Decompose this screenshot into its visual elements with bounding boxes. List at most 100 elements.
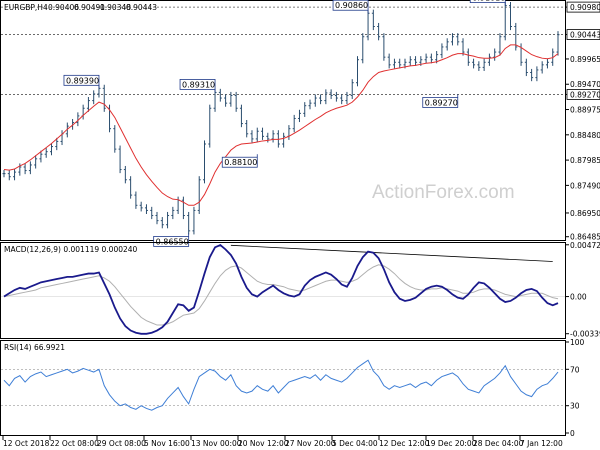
- rsi-axis-tick-label: 100: [570, 338, 585, 347]
- macd-line: [3, 244, 559, 335]
- swing-annotation-label: 0.89270: [425, 98, 458, 107]
- price-bar: [308, 99, 312, 110]
- price-bar: [392, 58, 396, 69]
- moving-average: [3, 44, 559, 206]
- swing-annotation-box: [179, 79, 216, 90]
- price-bar: [482, 58, 486, 71]
- price-bar: [387, 53, 391, 69]
- watermark: ActionForex.com: [372, 182, 515, 203]
- price-axis-tick-label: 0.88975: [570, 106, 600, 115]
- swing-annotation-label: 0.89390: [66, 76, 99, 85]
- swing-annotation: 0.86550: [153, 233, 190, 247]
- rsi-axis-tick-label: 0: [570, 429, 575, 438]
- price-bar: [229, 91, 233, 107]
- swing-annotation-label: 0.90860: [335, 1, 368, 10]
- price-bar: [255, 127, 259, 143]
- price-bar: [181, 196, 185, 220]
- swing-annotation-box: [63, 74, 100, 86]
- price-bar: [329, 89, 333, 100]
- price-axis-tick-label: 0.89470: [570, 80, 600, 89]
- price-bar: [202, 140, 206, 184]
- price-bar: [297, 109, 301, 123]
- price-bar: [408, 56, 412, 66]
- price-bar: [102, 84, 106, 112]
- ohlc-low: 0.90348: [100, 3, 131, 12]
- time-axis-label: 5 Nov 16:00: [144, 439, 190, 448]
- price-bar: [86, 97, 90, 112]
- price-bars: [2, 2, 560, 235]
- price-bar: [324, 89, 328, 105]
- price-bar: [524, 58, 528, 77]
- price-axis-tick-label: 0.88480: [570, 131, 600, 140]
- price-panel: EURGBP,H4 0.90406 0.90491 0.90348 0.9044…: [0, 0, 600, 247]
- price-axis-tick-highlight: [566, 1, 600, 13]
- price-bar: [197, 176, 201, 214]
- price-bar: [487, 53, 491, 66]
- time-axis-label: 27 Nov 20:00: [285, 439, 336, 448]
- price-bar: [23, 163, 27, 175]
- time-axis-label: 20 Nov 12:00: [238, 439, 289, 448]
- price-bar: [340, 94, 344, 105]
- macd-title: MACD(12,26,9) 0.001119 0.000240: [4, 245, 138, 254]
- price-bar: [144, 204, 148, 214]
- ohlc-open: 0.90406: [48, 3, 79, 12]
- price-bar: [509, 2, 513, 31]
- price-bar: [250, 130, 254, 143]
- price-bar: [424, 53, 428, 64]
- price-bar: [292, 114, 296, 133]
- price-axis-tick-label: 0.86950: [570, 209, 600, 218]
- price-bar: [13, 168, 17, 181]
- price-bar: [134, 191, 138, 209]
- price-bar: [514, 22, 518, 51]
- signal-line: [3, 264, 559, 326]
- price-bar: [155, 211, 159, 225]
- price-bar: [334, 91, 338, 102]
- swing-annotation-label: 0.88100: [224, 158, 257, 167]
- price-bar: [313, 94, 317, 107]
- price-bar: [76, 112, 80, 127]
- price-bar: [445, 38, 449, 51]
- macd-panel-frame: [0, 242, 566, 339]
- rsi-axis: 100 70 30 0: [565, 338, 585, 438]
- price-bar: [166, 211, 170, 229]
- price-bar: [530, 68, 534, 82]
- price-bar: [371, 9, 375, 31]
- price-bar: [234, 91, 238, 112]
- price-bar: [414, 56, 418, 66]
- price-axis-tick-label: 0.89965: [570, 55, 600, 64]
- macd-trendline: [230, 244, 553, 262]
- price-axis-tick-label: 0.87985: [570, 156, 600, 165]
- price-bar: [345, 91, 349, 105]
- rsi-panel: RSI(14) 66.9921 100 70 30 0: [0, 338, 585, 438]
- swing-annotation: 0.89390: [63, 74, 100, 89]
- time-axis-label: 13 Nov 00:00: [191, 439, 242, 448]
- time-axis-label: 28 Dec 04:00: [473, 439, 524, 448]
- time-axis-label: 12 Dec 12:00: [379, 439, 430, 448]
- rsi-axis-tick-label: 30: [570, 402, 580, 411]
- rsi-lines: [1, 359, 565, 411]
- price-bar: [477, 61, 481, 71]
- price-axis-tick-label: 0.86485: [570, 233, 600, 242]
- swing-annotation-label: 0.91010: [472, 0, 505, 3]
- price-panel-frame: [0, 0, 566, 241]
- price-bar: [350, 79, 354, 100]
- price-bar: [49, 142, 53, 156]
- price-bar: [28, 161, 32, 175]
- price-bar: [55, 137, 59, 151]
- price-bar: [218, 88, 222, 102]
- price-bar: [187, 211, 191, 235]
- swing-annotations: 0.89390 0.86550 0.89310 0.88100 0.90860 0.892…: [63, 0, 506, 247]
- price-bar: [224, 94, 228, 107]
- price-bar: [282, 132, 286, 148]
- price-bar: [171, 206, 175, 220]
- price-bar: [276, 130, 280, 148]
- price-bar: [192, 206, 196, 235]
- macd-axis: 0.004729 0.00 -0.003391: [565, 241, 600, 339]
- price-bar: [303, 102, 307, 117]
- macd-lines: [1, 244, 565, 335]
- swing-annotation: 0.91010: [469, 0, 506, 6]
- rsi-axis-tick-label: 70: [570, 365, 580, 374]
